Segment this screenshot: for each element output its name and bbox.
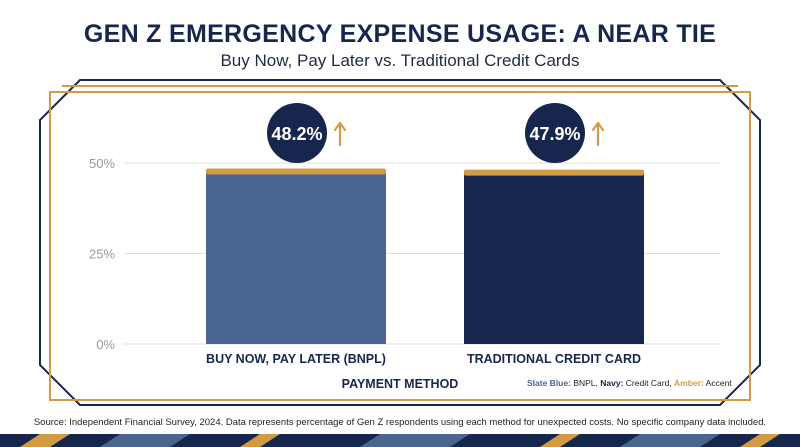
y-tick-label: 25% xyxy=(89,247,115,262)
up-arrow-icon xyxy=(333,121,347,147)
color-legend: Slate Blue: BNPL, Navy: Credit Card, Amb… xyxy=(527,378,732,388)
y-tick-label: 0% xyxy=(96,337,115,352)
bar xyxy=(206,169,386,344)
legend-navy-label: Navy: xyxy=(600,378,624,388)
y-tick-label: 50% xyxy=(89,156,115,171)
legend-slate-value: BNPL, xyxy=(573,378,598,388)
x-tick-label: BUY NOW, PAY LATER (BNPL) xyxy=(206,352,386,366)
bar xyxy=(464,170,644,344)
x-axis-title: PAYMENT METHOD xyxy=(341,377,459,391)
x-tick-label: TRADITIONAL CREDIT CARD xyxy=(467,352,641,366)
data-label: 47.9% xyxy=(529,124,580,144)
legend-amber-label: Amber: xyxy=(674,378,704,388)
data-label: 48.2% xyxy=(271,124,322,144)
bar-accent-cap xyxy=(206,168,386,175)
legend-navy-value: Credit Card, xyxy=(625,378,672,388)
source-note: Source: Independent Financial Survey, 20… xyxy=(33,417,767,428)
value-badge xyxy=(525,103,585,163)
page-subtitle: Buy Now, Pay Later vs. Traditional Credi… xyxy=(220,51,580,70)
bar-accent-cap xyxy=(464,169,644,176)
legend-slate-label: Slate Blue: xyxy=(527,378,571,388)
page-title: GEN Z EMERGENCY EXPENSE USAGE: A NEAR TI… xyxy=(83,20,717,48)
footer-stripe xyxy=(0,434,800,447)
value-badge xyxy=(267,103,327,163)
up-arrow-icon xyxy=(591,121,605,147)
legend-amber-value: Accent xyxy=(705,378,732,388)
